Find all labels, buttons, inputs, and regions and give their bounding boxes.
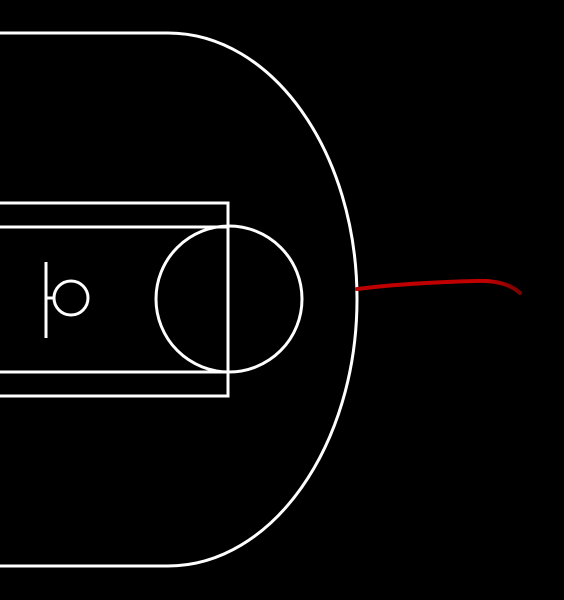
lane-inner-box xyxy=(0,225,230,374)
three-point-line xyxy=(0,31,359,568)
lane-outer-box xyxy=(0,201,230,398)
hoop-icon xyxy=(52,279,90,317)
free-throw-circle xyxy=(154,224,304,374)
shot-trail xyxy=(355,278,522,295)
